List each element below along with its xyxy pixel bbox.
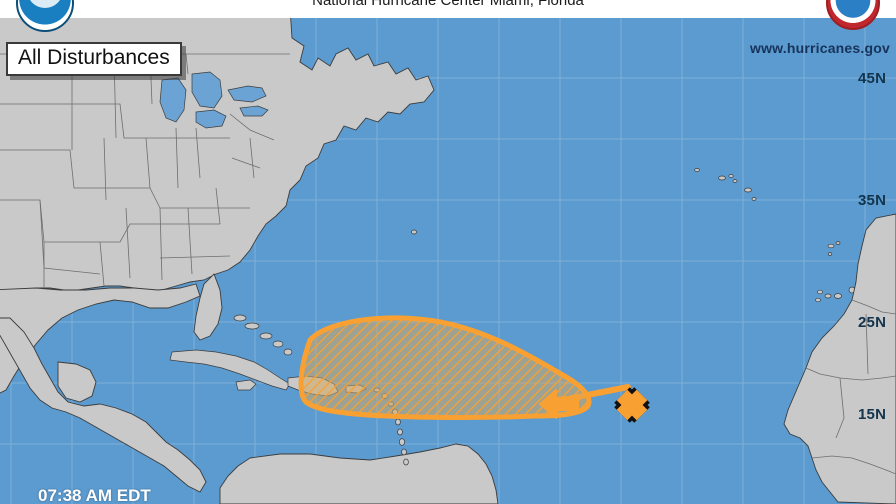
bermuda <box>411 229 417 235</box>
africa-landmass <box>783 213 896 504</box>
motion-arrow <box>539 389 579 419</box>
madeira-islands <box>827 241 841 256</box>
lat-label-15n: 15N <box>858 406 887 423</box>
page-title: National Hurricane Center Miami, Florida <box>312 0 584 9</box>
lat-label-35n: 35N <box>858 192 887 209</box>
legend-label: All Disturbances <box>18 46 170 69</box>
tropical-outlook-map[interactable]: All Disturbances www.hurricanes.gov 45N … <box>0 18 896 504</box>
florida-peninsula <box>193 273 223 341</box>
geography-layer <box>0 18 896 504</box>
mexico-central-america <box>0 317 207 493</box>
south-america <box>219 443 499 504</box>
timestamp-label: 07:38 AM EDT <box>38 486 151 504</box>
azores-islands <box>694 168 757 201</box>
usa-canada <box>0 18 435 294</box>
legend-box: All Disturbances <box>6 42 182 76</box>
jamaica <box>235 379 257 391</box>
website-url-label: www.hurricanes.gov <box>749 40 890 56</box>
yucatan-peninsula <box>57 361 97 403</box>
lat-label-45n: 45N <box>858 70 887 87</box>
africa-boundaries <box>851 299 896 315</box>
bahamas <box>233 314 293 356</box>
gulf-coast <box>0 283 201 394</box>
tropical-disturbance-area <box>298 315 650 423</box>
disturbance-cone <box>298 315 592 420</box>
cuba <box>169 349 291 391</box>
great-lakes <box>159 71 269 129</box>
lat-label-25n: 25N <box>858 314 887 331</box>
x-marker <box>614 387 650 423</box>
header-bar: National Hurricane Center Miami, Florida <box>0 0 896 18</box>
